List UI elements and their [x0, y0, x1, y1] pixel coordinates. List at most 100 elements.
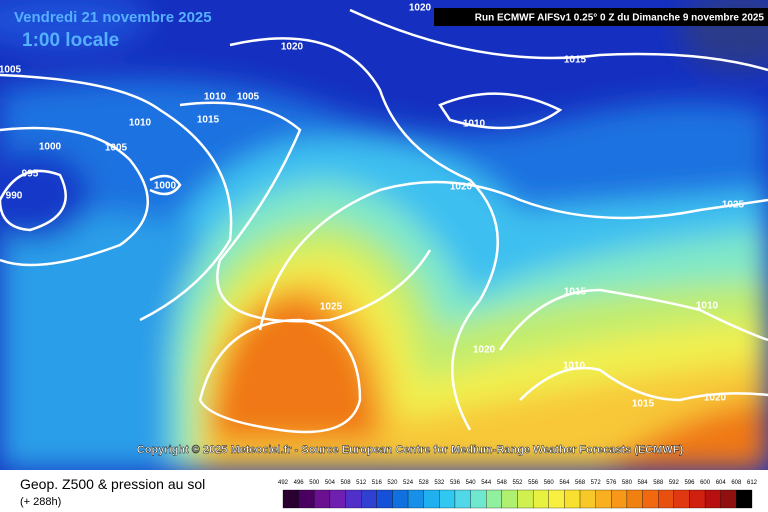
scale-swatch — [564, 489, 581, 509]
isobar-label: 1005 — [237, 92, 260, 103]
isobar — [498, 288, 768, 351]
scale-label: 496 — [294, 480, 305, 486]
scale-swatch — [736, 489, 753, 509]
scale-swatch — [720, 489, 737, 509]
scale-swatch — [392, 489, 409, 509]
legend-lead: (+ 288h) — [20, 496, 61, 508]
scale-swatch — [423, 489, 440, 509]
isobar-label: 1025 — [722, 200, 745, 211]
date: Vendredi 21 novembre 2025 — [14, 9, 212, 26]
time: 1:00 locale — [22, 30, 119, 51]
isobar-label: 1020 — [281, 42, 304, 53]
isobar-label: 1015 — [197, 115, 220, 126]
isobar-label: 1025 — [320, 302, 343, 313]
scale-label: 612 — [747, 480, 758, 486]
scale-swatch — [486, 489, 503, 509]
isobar-label: 1000 — [39, 142, 62, 153]
isobar — [438, 92, 563, 130]
scale-label: 500 — [309, 480, 320, 486]
isobar-label: 1005 — [105, 143, 128, 154]
scale-label: 584 — [638, 480, 649, 486]
run-info: Run ECMWF AIFSv1 0.25° 0 Z du Dimanche 9… — [475, 13, 765, 24]
scale-swatch — [704, 489, 721, 509]
isobar-label: 995 — [22, 169, 39, 180]
isobar-labels: 1020 1015 1020 1005 1010 1005 1010 1015 1010 1000… — [0, 3, 745, 410]
scale-swatch — [611, 489, 628, 509]
isobar — [519, 366, 768, 402]
scale-swatch — [329, 489, 346, 509]
scale-label: 552 — [512, 480, 523, 486]
scale-swatch — [345, 489, 362, 509]
scale-swatch — [548, 489, 565, 509]
legend-title: Geop. Z500 & pression au sol — [20, 476, 205, 492]
scale-swatch — [579, 489, 596, 509]
scale-label: 508 — [341, 480, 352, 486]
isobar-label: 1020 — [409, 3, 432, 14]
isobar-label: 1010 — [204, 92, 227, 103]
isobars — [0, 8, 768, 434]
scale-label: 592 — [669, 480, 680, 486]
scale-swatch — [298, 489, 315, 509]
scale-swatch — [595, 489, 612, 509]
scale-label: 576 — [606, 480, 617, 486]
scale-label: 580 — [622, 480, 633, 486]
run-box — [434, 8, 768, 26]
color-scale: 492 496 500 504 508 512 516 520 524 528 532 536 540 5… — [278, 480, 758, 509]
isobar-label: 990 — [6, 191, 23, 202]
scale-swatch — [282, 489, 299, 509]
isobar-label: 1005 — [0, 65, 22, 76]
isobar — [229, 37, 499, 431]
scale-swatch — [407, 489, 424, 509]
scale-label: 516 — [372, 480, 383, 486]
scale-swatch — [439, 489, 456, 509]
isobar — [179, 101, 432, 323]
scale-label: 528 — [419, 480, 430, 486]
scale-swatch — [689, 489, 706, 509]
scale-label: 604 — [716, 480, 727, 486]
scale-label: 536 — [450, 480, 461, 486]
scale-label: 556 — [528, 480, 539, 486]
isobar — [349, 8, 768, 72]
isobar — [149, 174, 182, 196]
scale-label: 504 — [325, 480, 336, 486]
scale-label: 568 — [575, 480, 586, 486]
isobar-label: 1020 — [473, 345, 496, 356]
isobar — [258, 180, 768, 331]
isobar — [0, 126, 150, 267]
scale-swatch — [642, 489, 659, 509]
scale-swatch — [454, 489, 471, 509]
scale-label: 564 — [559, 480, 570, 486]
scale-label: 520 — [387, 480, 398, 486]
scale-label: 540 — [466, 480, 477, 486]
scale-swatch — [532, 489, 549, 509]
scale-swatch — [626, 489, 643, 509]
scale-swatch — [517, 489, 534, 509]
isobar-label: 1020 — [450, 182, 473, 193]
scale-swatch — [314, 489, 331, 509]
scale-swatch — [658, 489, 674, 509]
scale-label: 544 — [481, 480, 492, 486]
scale-label: 600 — [700, 480, 711, 486]
scale-swatch — [361, 489, 377, 509]
isobar-label: 1015 — [632, 399, 655, 410]
copyright: Copyright © 2025 Meteociel.fr - Source E… — [137, 444, 684, 456]
scale-swatch — [673, 489, 690, 509]
scale-label: 596 — [684, 480, 695, 486]
isobar — [198, 318, 362, 434]
isobar-label: 1020 — [704, 393, 727, 404]
isobar — [0, 73, 233, 322]
isobar-label: 1015 — [564, 55, 587, 66]
isobar-label: 1010 — [563, 361, 586, 372]
isobar-label: 1000 — [154, 181, 177, 192]
scale-label: 588 — [653, 480, 664, 486]
scale-label: 524 — [403, 480, 414, 486]
scale-label: 572 — [591, 480, 602, 486]
scale-label: 560 — [544, 480, 555, 486]
isobar-label: 1010 — [129, 118, 152, 129]
isobar-label: 1010 — [463, 119, 486, 130]
scale-label: 512 — [356, 480, 367, 486]
isobar-label: 1015 — [564, 287, 587, 298]
isobar — [0, 169, 67, 232]
